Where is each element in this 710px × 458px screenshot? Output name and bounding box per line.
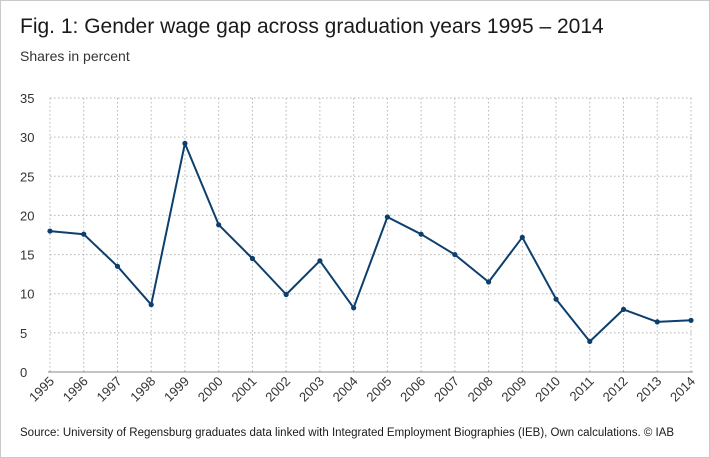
data-point (216, 222, 222, 228)
y-tick-label: 0 (20, 365, 27, 380)
x-tick-label: 2014 (667, 374, 698, 405)
x-tick-label: 2010 (532, 374, 563, 405)
figure-subtitle: Shares in percent (20, 48, 130, 64)
y-tick-label: 35 (20, 91, 34, 106)
y-tick-label: 5 (20, 326, 27, 341)
x-tick-label: 2006 (397, 374, 428, 405)
y-tick-label: 15 (20, 248, 34, 263)
y-tick-label: 25 (20, 169, 34, 184)
data-point (384, 214, 390, 220)
x-tick-label: 2003 (296, 374, 327, 405)
data-point (114, 263, 121, 269)
x-tick-label: 1998 (127, 374, 158, 405)
data-point (182, 140, 188, 147)
data-point (485, 279, 492, 285)
data-point (283, 291, 289, 298)
data-point (620, 306, 627, 312)
x-tick-label: 2008 (465, 374, 496, 405)
x-tick-label: 1999 (161, 374, 192, 405)
figure-title: Fig. 1: Gender wage gap across graduatio… (20, 15, 604, 38)
series-line (49, 142, 692, 343)
data-point (351, 305, 357, 311)
data-point (688, 317, 694, 323)
x-tick-label: 2001 (228, 374, 259, 405)
data-point (317, 258, 323, 264)
x-tick-label: 2002 (262, 374, 293, 405)
series-layer (47, 140, 694, 345)
x-tick-label: 1996 (60, 374, 91, 405)
data-point (148, 302, 154, 308)
data-point (553, 296, 559, 302)
x-tick-label: 2012 (600, 374, 631, 405)
y-tick-label: 20 (20, 208, 34, 223)
data-point (519, 234, 525, 240)
x-tick-label: 2004 (330, 374, 361, 405)
data-point (654, 319, 660, 325)
x-tick-label: 2009 (498, 374, 529, 405)
data-point (418, 231, 424, 237)
data-point (249, 255, 256, 262)
y-tick-label: 10 (20, 287, 34, 302)
x-tick-label: 2005 (363, 374, 394, 405)
x-tick-label: 2007 (431, 374, 462, 405)
x-axis-ticks: 1995 1996 1997 1998 1999 2000 2001 2002 2003 2004… (26, 374, 698, 405)
x-tick-label: 2000 (195, 374, 226, 405)
data-point (81, 231, 87, 237)
data-point (47, 228, 53, 234)
y-tick-label: 30 (20, 130, 34, 145)
data-point (452, 251, 458, 258)
y-axis-ticks: 0 5 10 15 20 25 30 35 (20, 91, 34, 380)
x-tick-label: 2013 (633, 374, 664, 405)
data-point (587, 338, 593, 345)
x-tick-label: 2011 (567, 374, 597, 404)
x-tick-label: 1995 (26, 374, 57, 405)
x-tick-label: 1997 (94, 374, 125, 405)
grid-lines (48, 97, 693, 373)
source-note: Source: University of Regensburg graduat… (20, 427, 675, 439)
